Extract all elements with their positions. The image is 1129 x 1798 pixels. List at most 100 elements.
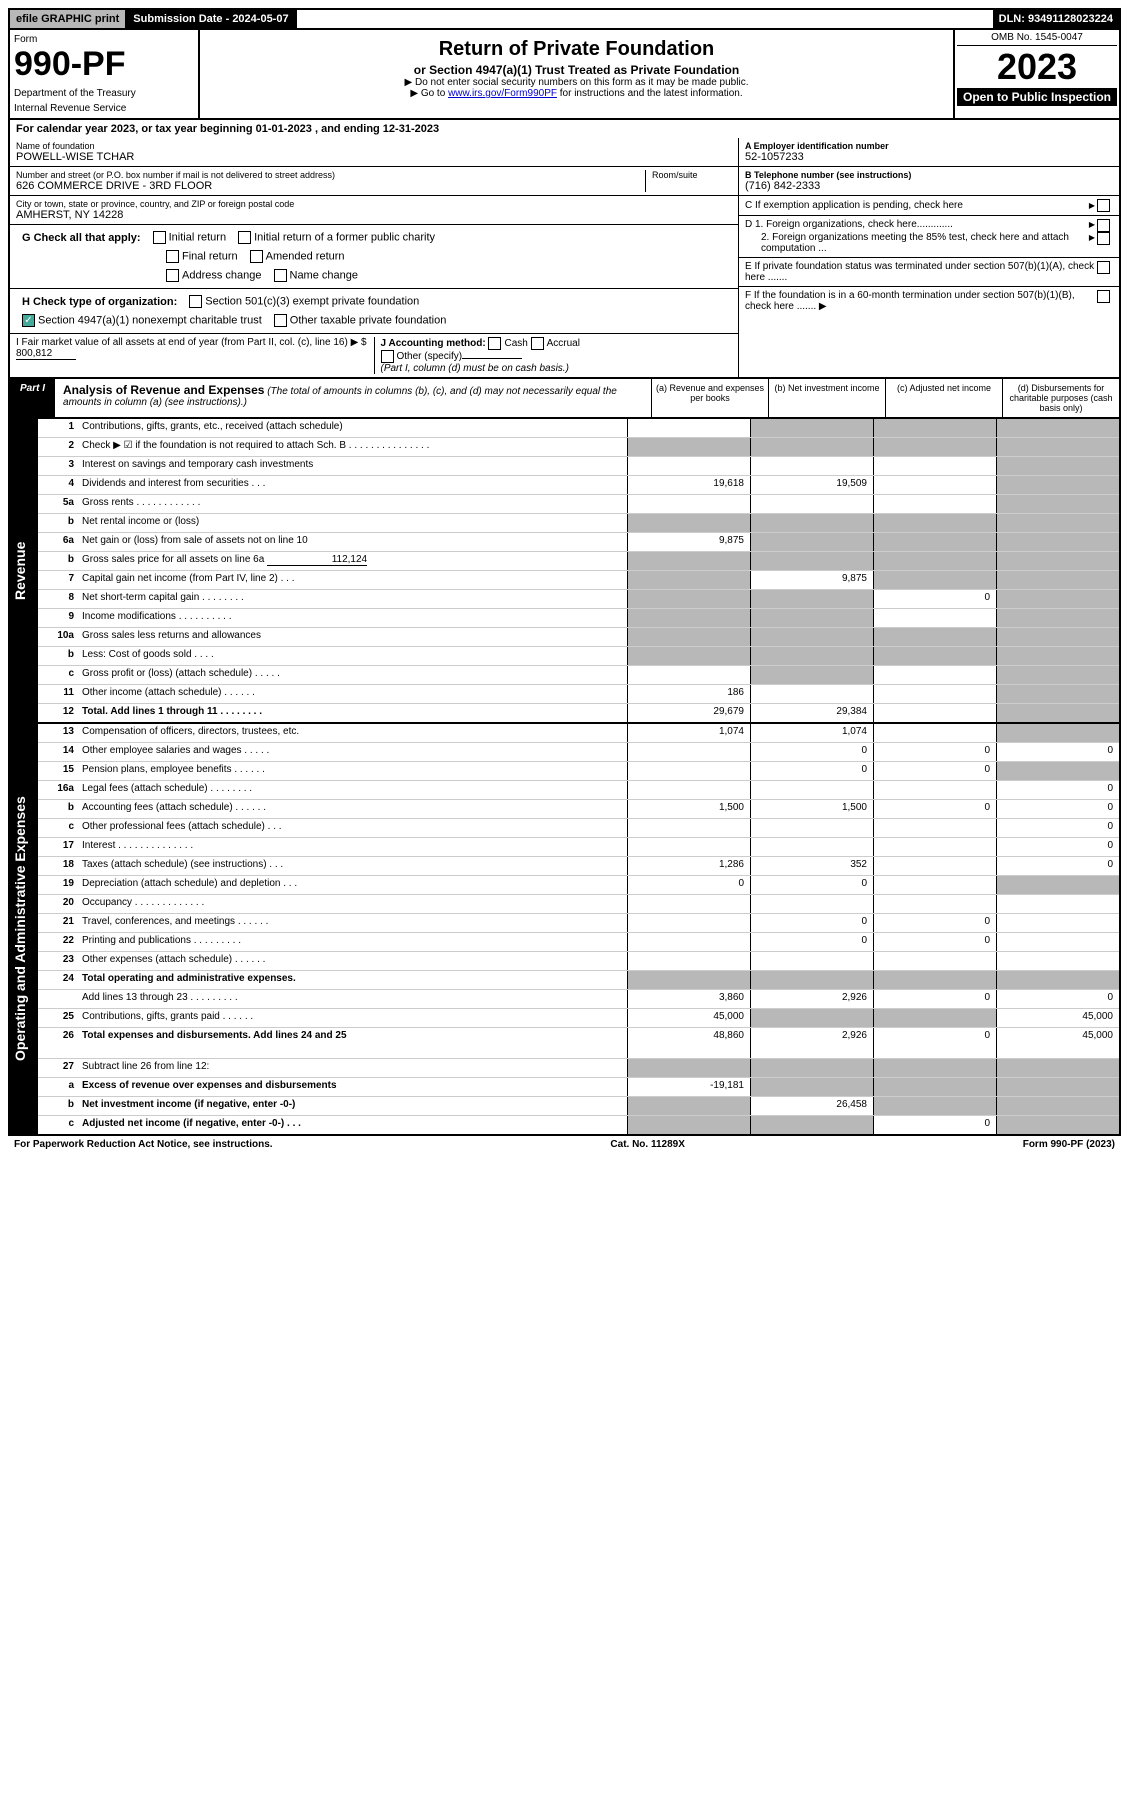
line-22: Printing and publications . . . . . . . …	[78, 933, 627, 951]
line-27a: Excess of revenue over expenses and disb…	[78, 1078, 627, 1096]
line-25: Contributions, gifts, grants paid . . . …	[78, 1009, 627, 1027]
efile-label: efile GRAPHIC print	[10, 10, 127, 28]
calendar-year: For calendar year 2023, or tax year begi…	[8, 120, 1121, 138]
ein-value: 52-1057233	[745, 151, 1113, 163]
line-2: Check ▶ ☑ if the foundation is not requi…	[78, 438, 627, 456]
line-6a: Net gain or (loss) from sale of assets n…	[78, 533, 627, 551]
page-footer: For Paperwork Reduction Act Notice, see …	[8, 1136, 1121, 1153]
line-21: Travel, conferences, and meetings . . . …	[78, 914, 627, 932]
ein-label: A Employer identification number	[745, 141, 1113, 151]
checkbox-60-month[interactable]	[1097, 290, 1110, 303]
d1-label: D 1. Foreign organizations, check here..…	[745, 219, 1089, 232]
checkbox-name-change[interactable]	[274, 269, 287, 282]
j-note: (Part I, column (d) must be on cash basi…	[381, 363, 569, 374]
checkbox-other-method[interactable]	[381, 350, 394, 363]
line-20: Occupancy . . . . . . . . . . . . .	[78, 895, 627, 913]
form-title: Return of Private Foundation	[206, 38, 947, 61]
line-19: Depreciation (attach schedule) and deple…	[78, 876, 627, 894]
dept-irs: Internal Revenue Service	[14, 103, 194, 114]
line-5b: Net rental income or (loss)	[78, 514, 627, 532]
line-23: Other expenses (attach schedule) . . . .…	[78, 952, 627, 970]
checkbox-exemption-pending[interactable]	[1097, 199, 1110, 212]
c-label: C If exemption application is pending, c…	[745, 200, 1089, 211]
checkbox-final-return[interactable]	[166, 250, 179, 263]
line-11: Other income (attach schedule) . . . . .…	[78, 685, 627, 703]
form-header: Form 990-PF Department of the Treasury I…	[8, 30, 1121, 120]
note-ssn: ▶ Do not enter social security numbers o…	[206, 77, 947, 88]
submission-date: Submission Date - 2024-05-07	[127, 10, 296, 28]
line-9: Income modifications . . . . . . . . . .	[78, 609, 627, 627]
line-13: Compensation of officers, directors, tru…	[78, 724, 627, 742]
line-16a: Legal fees (attach schedule) . . . . . .…	[78, 781, 627, 799]
addr-label: Number and street (or P.O. box number if…	[16, 170, 645, 180]
line-24: Total operating and administrative expen…	[78, 971, 627, 989]
expenses-section: Operating and Administrative Expenses 13…	[8, 724, 1121, 1136]
line-12: Total. Add lines 1 through 11 . . . . . …	[78, 704, 627, 722]
g-label: G Check all that apply:	[22, 232, 141, 244]
line-1: Contributions, gifts, grants, etc., rece…	[78, 419, 627, 437]
checkbox-85-test[interactable]	[1097, 232, 1110, 245]
dept-treasury: Department of the Treasury	[14, 88, 194, 99]
part1-label: Part I	[10, 379, 55, 417]
f-label: F If the foundation is in a 60-month ter…	[745, 290, 1097, 312]
info-right: A Employer identification number 52-1057…	[738, 138, 1119, 377]
checkbox-foreign-org[interactable]	[1097, 219, 1110, 232]
checkbox-501c3[interactable]	[189, 295, 202, 308]
header-left: Form 990-PF Department of the Treasury I…	[10, 30, 200, 118]
line-16c: Other professional fees (attach schedule…	[78, 819, 627, 837]
checkbox-4947a1[interactable]	[22, 314, 35, 327]
col-d-head: (d) Disbursements for charitable purpose…	[1002, 379, 1119, 417]
line-10b: Less: Cost of goods sold . . . .	[78, 647, 627, 665]
line-27: Subtract line 26 from line 12:	[78, 1059, 627, 1077]
checkbox-amended[interactable]	[250, 250, 263, 263]
d2-label: 2. Foreign organizations meeting the 85%…	[761, 232, 1089, 254]
part1-header: Part I Analysis of Revenue and Expenses …	[8, 379, 1121, 419]
header-mid: Return of Private Foundation or Section …	[200, 30, 953, 118]
i-value: 800,812	[16, 348, 76, 360]
line-27b: Net investment income (if negative, ente…	[78, 1097, 627, 1115]
info-left: Name of foundation POWELL-WISE TCHAR Num…	[10, 138, 738, 377]
line-27c: Adjusted net income (if negative, enter …	[78, 1116, 627, 1134]
footer-mid: Cat. No. 11289X	[610, 1139, 684, 1150]
name-label: Name of foundation	[16, 141, 732, 151]
dln-label: DLN: 93491128023224	[993, 10, 1119, 28]
expenses-side-label: Operating and Administrative Expenses	[10, 724, 38, 1134]
checkbox-accrual[interactable]	[531, 337, 544, 350]
line-5a: Gross rents . . . . . . . . . . . .	[78, 495, 627, 513]
room-label: Room/suite	[652, 170, 732, 180]
checkbox-initial-public[interactable]	[238, 231, 251, 244]
j-label: J Accounting method:	[381, 338, 486, 349]
checkbox-initial-return[interactable]	[153, 231, 166, 244]
note-link: ▶ Go to www.irs.gov/Form990PF for instru…	[206, 88, 947, 99]
checkbox-addr-change[interactable]	[166, 269, 179, 282]
checkbox-other-taxable[interactable]	[274, 314, 287, 327]
revenue-side-label: Revenue	[10, 419, 38, 722]
tax-year: 2023	[957, 46, 1117, 88]
foundation-name: POWELL-WISE TCHAR	[16, 151, 732, 163]
form-subtitle: or Section 4947(a)(1) Trust Treated as P…	[206, 63, 947, 77]
irs-link[interactable]: www.irs.gov/Form990PF	[448, 88, 557, 99]
col-a-head: (a) Revenue and expenses per books	[651, 379, 768, 417]
checkbox-cash[interactable]	[488, 337, 501, 350]
tel-value: (716) 842-2333	[745, 180, 1113, 192]
line-10a: Gross sales less returns and allowances	[78, 628, 627, 646]
footer-right: Form 990-PF (2023)	[1023, 1139, 1115, 1150]
line-14: Other employee salaries and wages . . . …	[78, 743, 627, 761]
line-8: Net short-term capital gain . . . . . . …	[78, 590, 627, 608]
part1-title: Analysis of Revenue and Expenses (The to…	[55, 379, 651, 417]
line-18: Taxes (attach schedule) (see instruction…	[78, 857, 627, 875]
h-label: H Check type of organization:	[22, 296, 177, 308]
open-public: Open to Public Inspection	[957, 88, 1117, 106]
line-17: Interest . . . . . . . . . . . . . .	[78, 838, 627, 856]
line-16b: Accounting fees (attach schedule) . . . …	[78, 800, 627, 818]
e-label: E If private foundation status was termi…	[745, 261, 1097, 283]
line-3: Interest on savings and temporary cash i…	[78, 457, 627, 475]
top-bar: efile GRAPHIC print Submission Date - 20…	[8, 8, 1121, 30]
line-6b: Gross sales price for all assets on line…	[78, 552, 627, 570]
info-block: Name of foundation POWELL-WISE TCHAR Num…	[8, 138, 1121, 379]
tel-label: B Telephone number (see instructions)	[745, 170, 1113, 180]
line-7: Capital gain net income (from Part IV, l…	[78, 571, 627, 589]
line-4: Dividends and interest from securities .…	[78, 476, 627, 494]
checkbox-status-terminated[interactable]	[1097, 261, 1110, 274]
foundation-city: AMHERST, NY 14228	[16, 209, 732, 221]
